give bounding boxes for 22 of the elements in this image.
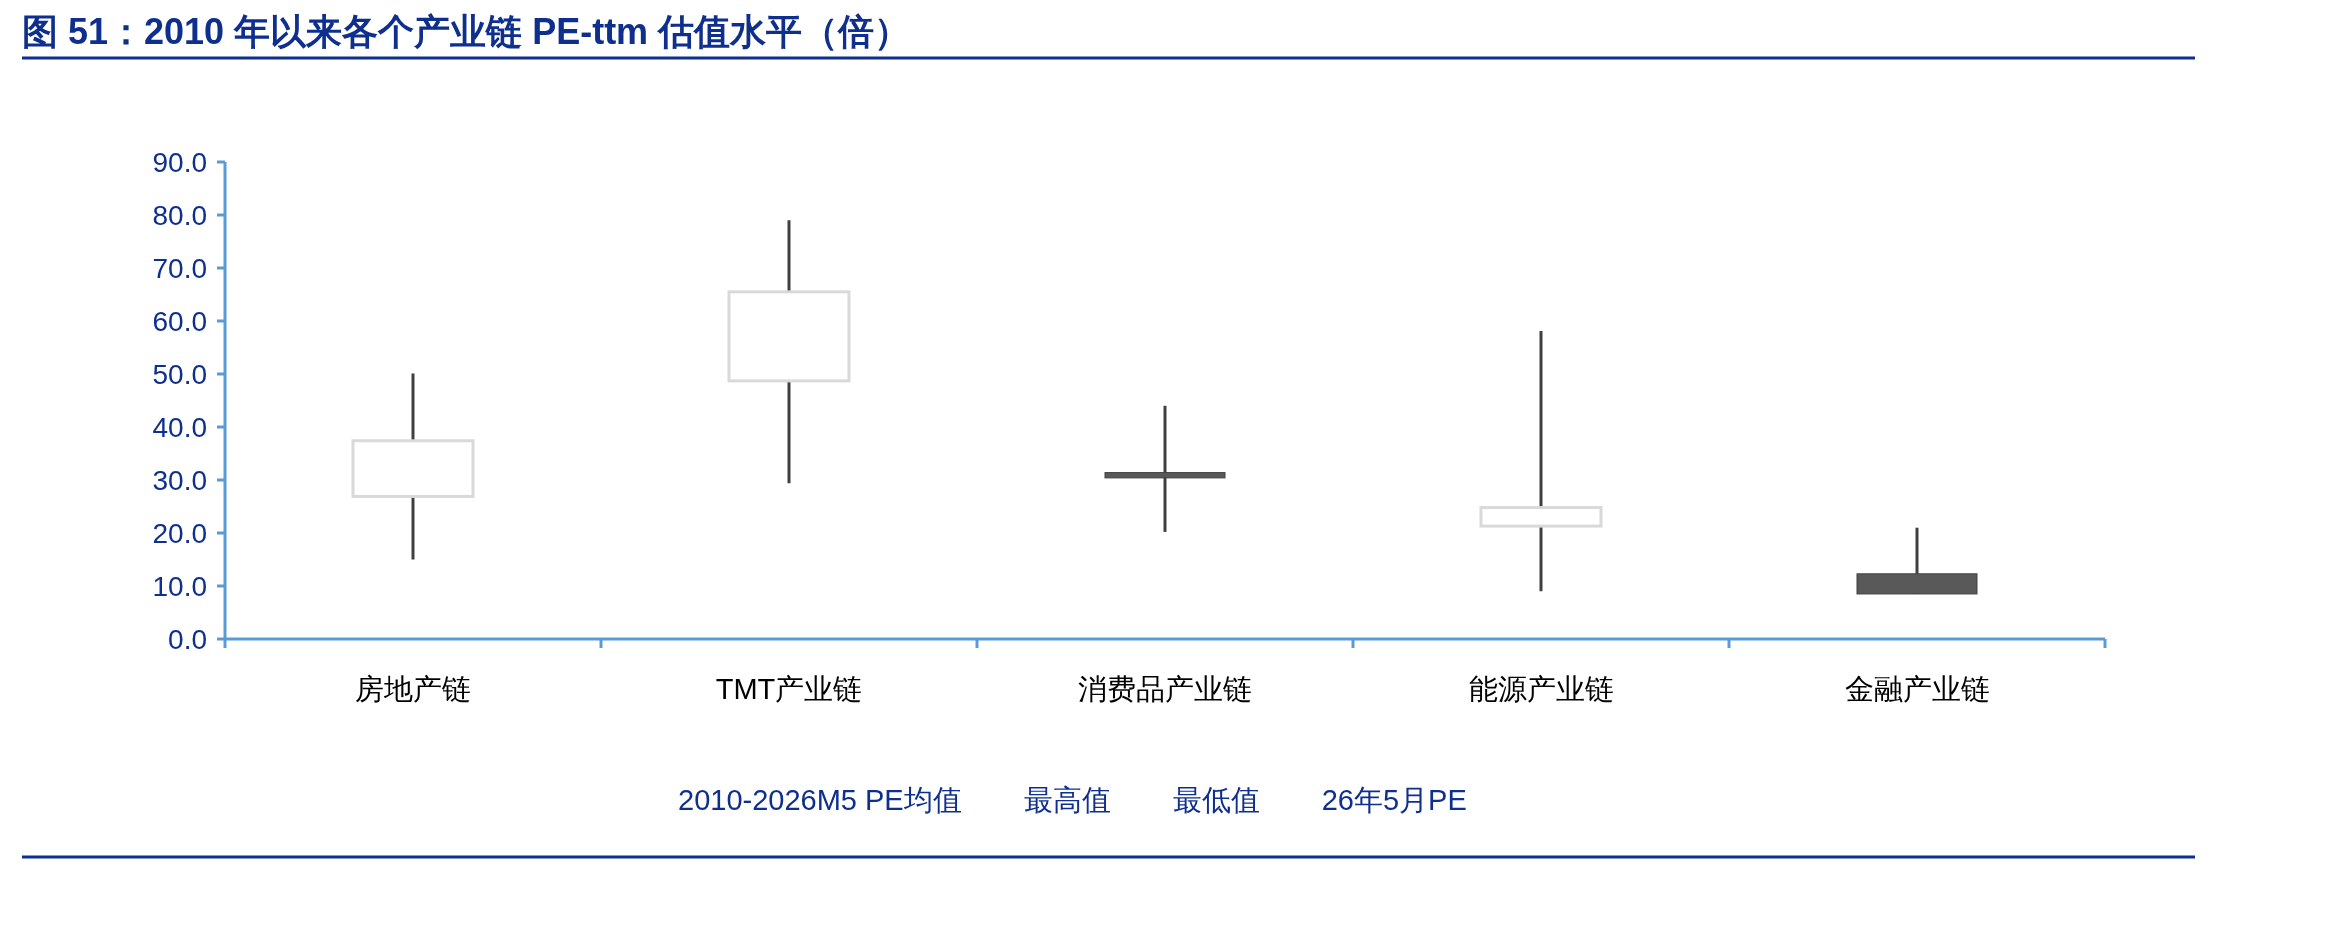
text: 2010-2026M5 PE均值: [678, 784, 962, 816]
candlestick: [1479, 331, 1603, 592]
x-tick-label: 消费品产业链: [1078, 673, 1252, 705]
y-tick-label: 40.0: [152, 412, 207, 443]
text: 26年5月PE: [1321, 784, 1467, 816]
y-tick-label: 20.0: [152, 518, 207, 549]
text: 最低值: [1172, 784, 1260, 816]
y-tick-label: 10.0: [152, 571, 207, 602]
x-tick-label: 能源产业链: [1468, 673, 1614, 705]
candlestick: [1104, 404, 1226, 532]
y-tick-label: 0.0: [168, 624, 207, 655]
y-tick-label: 90.0: [152, 147, 207, 178]
x-tick-label: TMT产业链: [715, 673, 863, 705]
y-tick-label: 60.0: [152, 306, 207, 337]
y-tick-label: 80.0: [152, 200, 207, 231]
y-tick-label: 30.0: [152, 465, 207, 496]
y-tick-label: 70.0: [152, 253, 207, 284]
y-tick-label: 50.0: [152, 359, 207, 390]
text: 最高值: [1023, 784, 1111, 816]
x-tick-label: 金融产业链: [1844, 673, 1990, 705]
chart-title: 图 51：2010 年以来各个产业链 PE-ttm 估值水平（倍）: [22, 11, 911, 52]
x-tick-label: 房地产链: [355, 673, 471, 705]
